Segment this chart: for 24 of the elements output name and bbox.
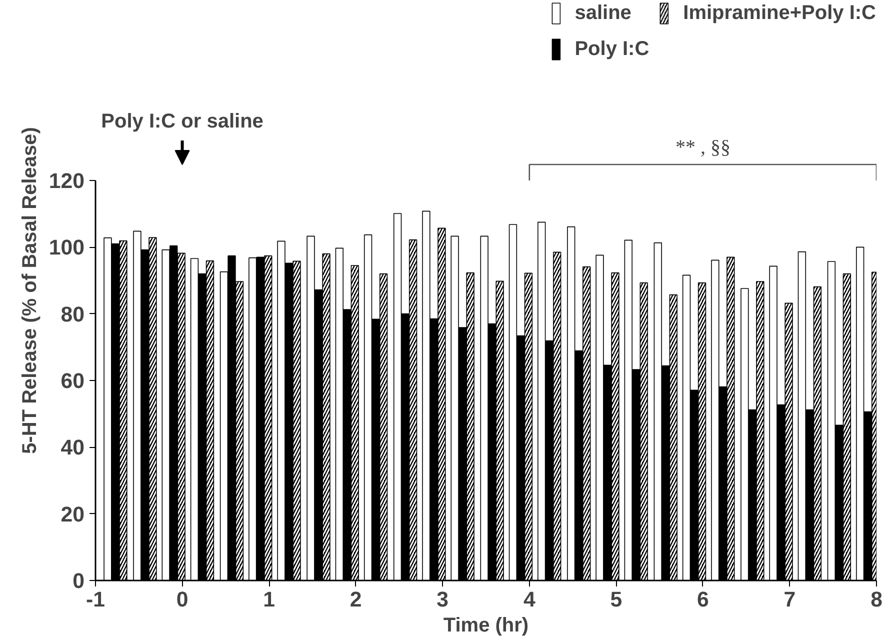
y-tick-label: 20	[60, 502, 85, 526]
x-tick-label: 6	[697, 588, 710, 612]
x-tick-label: 0	[176, 588, 188, 612]
y-tick-label: 0	[72, 569, 85, 593]
legend-label: Imipramine+Poly I:C	[683, 2, 876, 24]
x-tick-label: 2	[350, 588, 362, 612]
x-tick-label: 1	[263, 588, 276, 612]
x-tick-label: 4	[523, 588, 536, 612]
text: Poly I:C or saline	[101, 110, 264, 132]
x-tick-label: 5	[610, 588, 622, 612]
legend-label: Poly I:C	[574, 38, 650, 60]
y-tick-label: 100	[48, 236, 85, 260]
y-tick-label: 40	[60, 436, 85, 460]
x-axis-title: Time (hr)	[443, 614, 529, 636]
x-tick-label: -1	[86, 588, 106, 612]
x-tick-label: 8	[870, 588, 883, 612]
y-tick-label: 60	[60, 369, 85, 393]
text: ** , §§	[675, 136, 730, 158]
x-tick-label: 7	[784, 588, 796, 612]
y-axis-title: 5-HT Release (% of Basal Release)	[18, 127, 41, 454]
y-tick-label: 120	[48, 169, 85, 193]
y-tick-label: 80	[60, 302, 85, 326]
legend-label: saline	[574, 2, 632, 24]
x-tick-label: 3	[436, 588, 449, 612]
